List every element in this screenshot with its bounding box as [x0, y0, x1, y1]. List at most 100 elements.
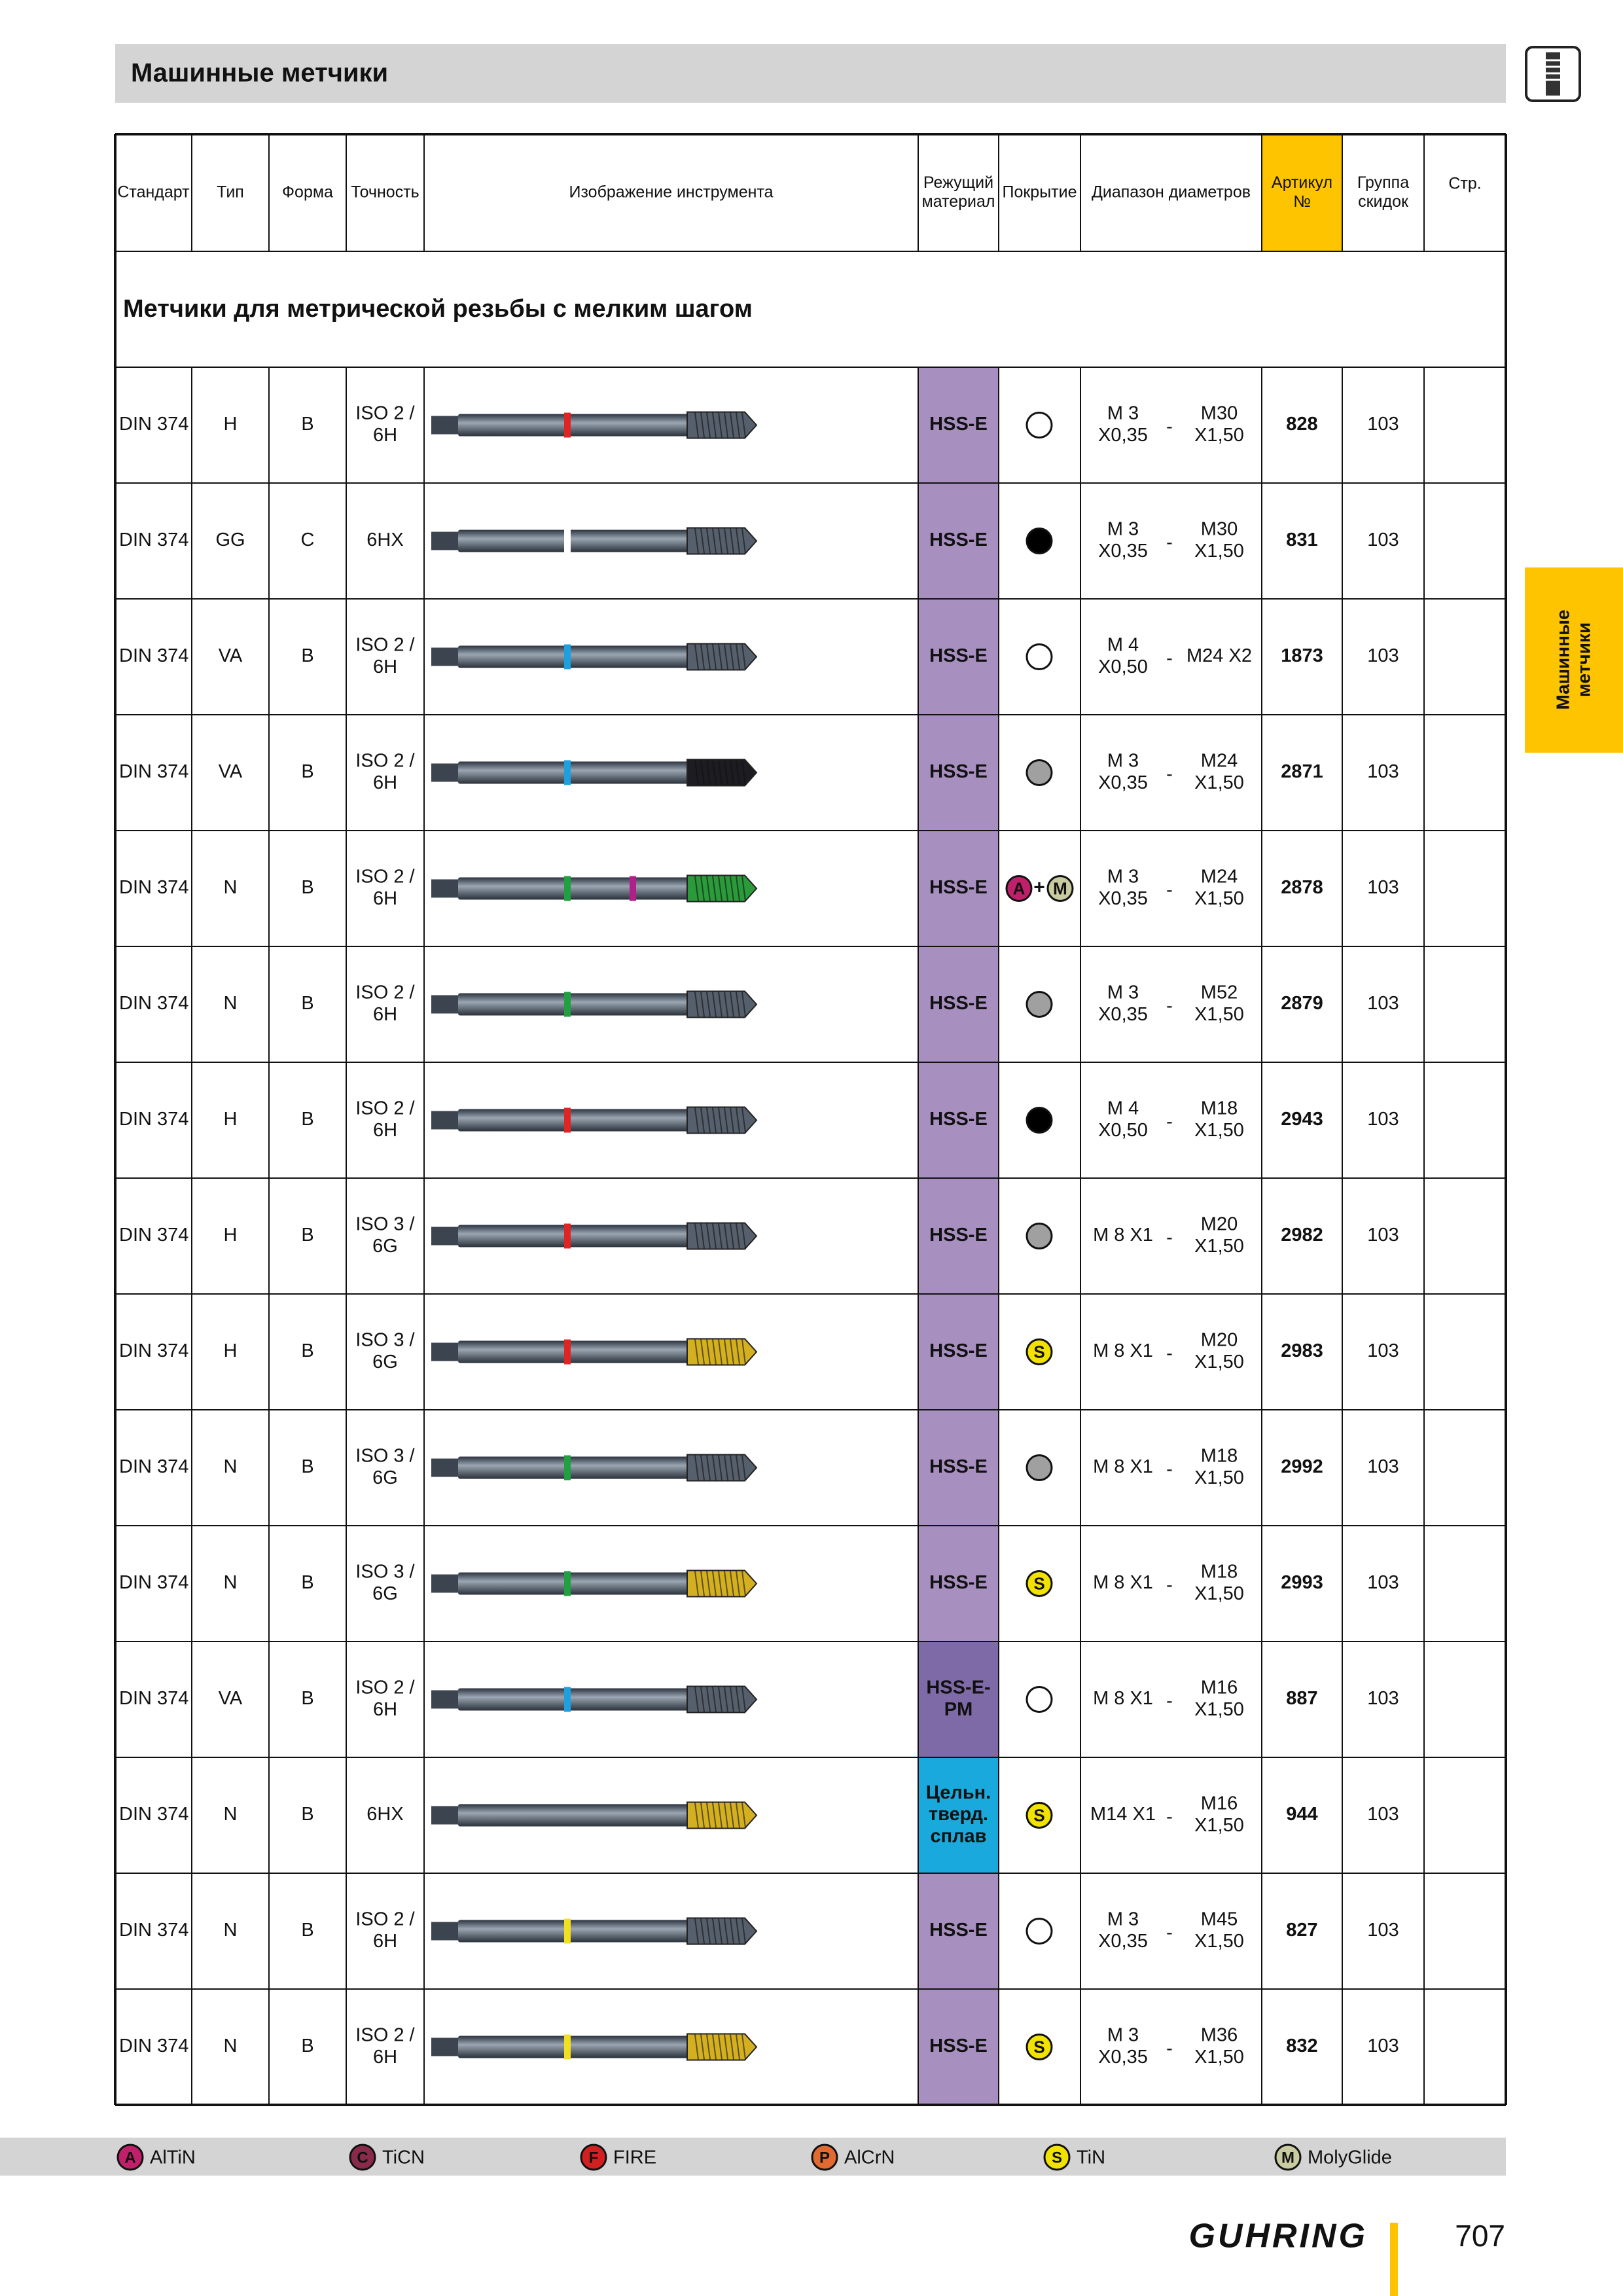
form: B — [301, 1572, 313, 1593]
tool-thread — [694, 1107, 699, 1133]
material-cell — [918, 367, 999, 483]
range-separator: - — [1166, 416, 1173, 437]
range-separator: - — [1166, 996, 1173, 1016]
group: 103 — [1367, 1920, 1399, 1941]
tool-thread — [718, 1687, 722, 1712]
standard: DIN 374 — [119, 2036, 188, 2056]
tool-thread — [736, 1339, 740, 1365]
tool-body — [458, 1804, 688, 1827]
form: B — [301, 993, 313, 1014]
material-cell — [918, 1526, 999, 1641]
range-to: M16 — [1201, 1793, 1238, 1814]
range-from: X0,35 — [1098, 772, 1148, 793]
tool-thread — [724, 2034, 728, 2060]
range-from: X0,35 — [1098, 1004, 1148, 1025]
tool-thread — [730, 992, 734, 1017]
column-header: Группа — [1357, 173, 1409, 192]
legend-icon — [349, 2144, 376, 2171]
side-tab — [1525, 567, 1623, 753]
range-to: M18 — [1201, 1561, 1238, 1582]
accuracy: ISO 2 / — [355, 1677, 415, 1698]
coating-icon — [1026, 412, 1053, 439]
tool-thread — [700, 1339, 705, 1365]
material: HSS-E — [929, 414, 988, 435]
type: GG — [215, 529, 245, 550]
article: 2983 — [1281, 1340, 1323, 1361]
accuracy: ISO 2 / — [355, 2024, 415, 2045]
tool-thread — [730, 528, 734, 554]
range-from: X0,35 — [1098, 2047, 1148, 2068]
tool-thread — [712, 412, 717, 438]
range-separator: - — [1166, 1459, 1173, 1480]
tool-band — [630, 876, 636, 901]
legend-icon — [116, 2144, 144, 2171]
accuracy: 6G — [372, 1583, 398, 1604]
range-to: X1,50 — [1194, 1815, 1244, 1836]
tool-thread — [718, 1107, 722, 1133]
range-from: M 8 X1 — [1093, 1572, 1153, 1593]
type: H — [224, 1109, 238, 1130]
material-cell — [918, 1757, 999, 1873]
form: B — [301, 1920, 313, 1941]
legend-icon — [1043, 2144, 1071, 2171]
legend-label: TiN — [1077, 2147, 1105, 2168]
tool-thread — [712, 992, 717, 1017]
tool-thread — [736, 1687, 740, 1712]
legend-label: AlCrN — [844, 2147, 895, 2168]
material: PM — [944, 1699, 973, 1720]
legend-label: FIRE — [613, 2147, 656, 2168]
tool-thread — [700, 1107, 705, 1133]
material: HSS-E- — [926, 1677, 990, 1698]
material-cell — [918, 1178, 999, 1294]
range-from: M 8 X1 — [1093, 1225, 1153, 1246]
type: N — [224, 877, 238, 898]
standard: DIN 374 — [119, 1572, 188, 1593]
tool-thread — [730, 1223, 734, 1249]
type: N — [224, 2036, 238, 2056]
tool-thread — [736, 1803, 740, 1828]
tool-thread — [741, 992, 746, 1017]
tool-thread — [706, 760, 711, 785]
standard: DIN 374 — [119, 529, 188, 550]
tool-thread — [712, 760, 717, 785]
tool-thread — [700, 644, 705, 670]
form: B — [301, 1109, 313, 1130]
column-header: Форма — [282, 183, 333, 202]
type: VA — [219, 1688, 243, 1709]
column-header: № — [1293, 192, 1311, 211]
coating-icon — [1026, 1570, 1053, 1597]
tool-body — [458, 645, 688, 668]
range-separator: - — [1166, 1111, 1173, 1132]
range-separator: - — [1166, 648, 1173, 669]
tool-thread — [724, 644, 728, 670]
tool-thread — [694, 528, 699, 554]
standard: DIN 374 — [119, 1920, 188, 1941]
type: N — [224, 1456, 238, 1477]
tool-band — [564, 2034, 571, 2060]
tool-thread — [706, 2034, 711, 2060]
tool-thread — [741, 1687, 746, 1712]
tool-thread — [718, 528, 722, 554]
material-cell — [918, 1294, 999, 1410]
range-from: X0,50 — [1098, 656, 1148, 677]
material: HSS-E — [929, 1340, 988, 1361]
column-header: Диапазон диаметров — [1092, 183, 1251, 202]
tool-thread — [712, 1803, 717, 1828]
form: B — [301, 877, 313, 898]
column-header: материал — [922, 192, 995, 211]
range-from: X0,35 — [1098, 1931, 1148, 1952]
form: B — [301, 1225, 313, 1246]
type: N — [224, 1572, 238, 1593]
tool-thread — [730, 1107, 734, 1133]
standard: DIN 374 — [119, 1804, 188, 1825]
range-to: X1,50 — [1194, 2047, 1244, 2068]
range-to: M52 — [1201, 982, 1238, 1003]
tool-thread — [706, 528, 711, 554]
tool-body — [458, 1920, 688, 1943]
range-separator: - — [1166, 1806, 1173, 1827]
range-from: M 8 X1 — [1093, 1340, 1153, 1361]
tool-image — [431, 527, 758, 555]
tool-thread — [741, 760, 746, 785]
tool-thread — [718, 1803, 722, 1828]
title-bar — [115, 44, 1506, 103]
